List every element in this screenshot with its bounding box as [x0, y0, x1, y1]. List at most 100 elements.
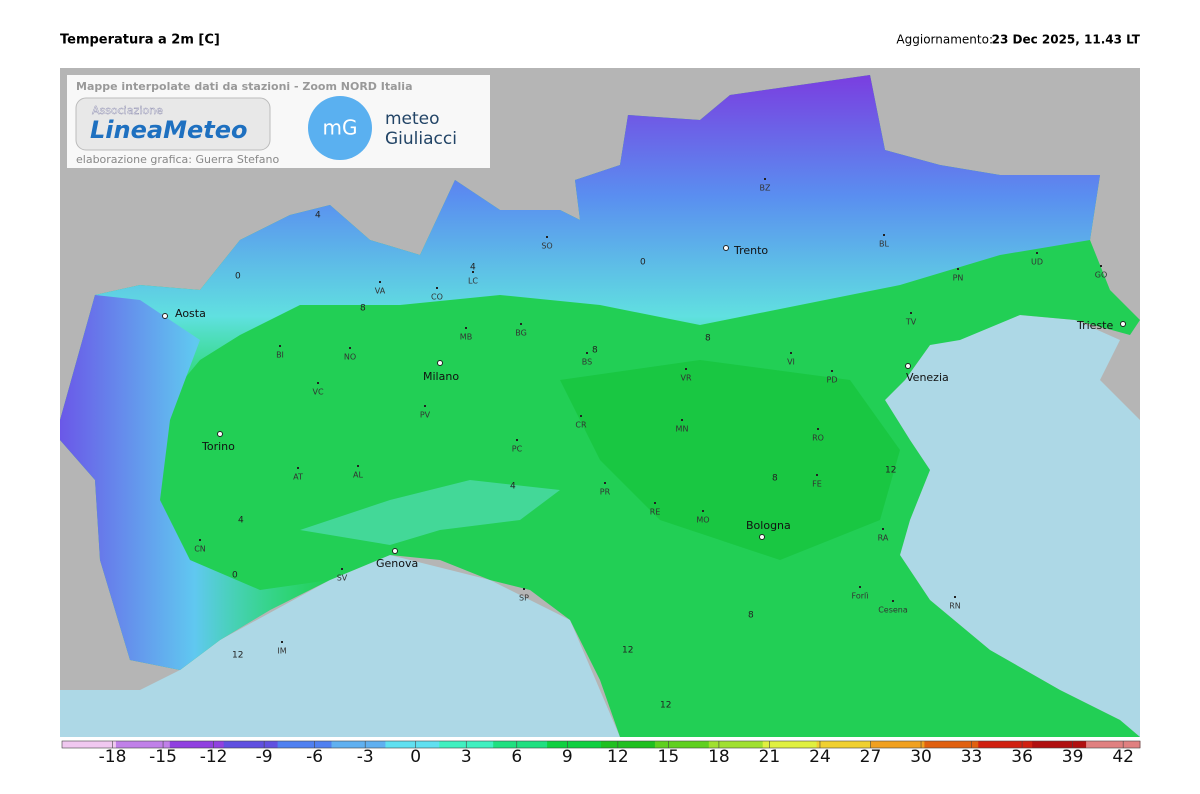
logo2-circle: [308, 96, 372, 160]
province-label: BL: [879, 240, 889, 249]
colorbar-tick-label: 42: [1112, 747, 1134, 767]
province-label: AL: [353, 471, 363, 480]
colorbar-tick-label: -9: [256, 747, 273, 767]
logo2-badge: mG: [323, 116, 358, 140]
province-label: MB: [460, 333, 472, 342]
contour-label: 4: [470, 263, 476, 273]
province-label: GO: [1095, 271, 1108, 280]
colorbar-tick-label: 3: [461, 747, 472, 767]
colorbar-tick-label: 33: [961, 747, 983, 767]
city-label: Trento: [733, 244, 768, 257]
alpine-cold-band: [95, 75, 1100, 420]
province-dot: [465, 327, 467, 329]
contour-label: 12: [622, 646, 633, 656]
province-label: NO: [344, 353, 356, 362]
colorbar-tick-label: -15: [149, 747, 177, 767]
west-cold-band: [60, 295, 330, 670]
province-dot: [297, 467, 299, 469]
city-dot: [759, 534, 765, 540]
city-label: Venezia: [906, 371, 949, 384]
city-label: Milano: [423, 370, 459, 383]
province-dot: [910, 312, 912, 314]
province-dot: [892, 600, 894, 602]
province-label: LC: [468, 277, 478, 286]
colorbar-segment: [277, 741, 332, 748]
colorbar-tick-label: -3: [357, 747, 374, 767]
colorbar-segment: [1032, 741, 1087, 748]
province-label: Cesena: [878, 606, 908, 615]
title: Temperatura a 2m [C]: [60, 33, 220, 48]
city-dot: [392, 548, 398, 554]
credit: elaborazione grafica: Guerra Stefano: [76, 153, 280, 166]
update-label: Aggiornamento:: [896, 33, 993, 47]
province-label: FE: [812, 480, 822, 489]
colorbar-segment: [223, 741, 279, 748]
colorbar-frame: [61, 740, 1141, 749]
contour-label: 8: [360, 304, 366, 314]
province-dot: [681, 419, 683, 421]
contour-label: 4: [238, 516, 244, 526]
contour-label: 8: [592, 346, 598, 356]
province-dot: [341, 568, 343, 570]
province-label: CO: [431, 293, 443, 302]
colorbar-tick-label: -18: [99, 747, 127, 767]
province-dot: [790, 352, 792, 354]
province-dot: [586, 352, 588, 354]
colorbar-segment: [708, 741, 764, 748]
province-label: RE: [650, 508, 661, 517]
city-dot: [1120, 321, 1126, 327]
province-label: RA: [878, 534, 889, 543]
province-dot: [685, 368, 687, 370]
city-label: Aosta: [175, 307, 206, 320]
province-dot: [379, 281, 381, 283]
province-label: SO: [541, 242, 552, 251]
province-label: VA: [375, 287, 386, 296]
province-label: Forlì: [852, 592, 869, 601]
province-label: BG: [515, 329, 527, 338]
colorbar-tick-label: 18: [708, 747, 730, 767]
colorbar-tick-label: 39: [1062, 747, 1084, 767]
province-dot: [1100, 265, 1102, 267]
province-label: CR: [575, 421, 587, 430]
contour-label: 4: [510, 482, 516, 492]
colorbar-segment: [169, 741, 225, 748]
contour-label: 4: [315, 211, 321, 221]
colorbar-segment: [924, 741, 979, 748]
city-dot: [437, 360, 443, 366]
province-label: BZ: [760, 184, 771, 193]
province-label: MN: [676, 425, 689, 434]
colorbar-segment: [331, 741, 386, 748]
colorbar-tick-label: 21: [759, 747, 781, 767]
logo1-main: LineaMeteo: [90, 116, 247, 144]
province-label: VR: [680, 374, 691, 383]
contour-label: 12: [885, 466, 896, 476]
province-dot: [317, 382, 319, 384]
province-dot: [199, 539, 201, 541]
province-dot: [436, 287, 438, 289]
city-dot: [905, 363, 911, 369]
contour-label: 0: [640, 258, 646, 268]
logo1-top: Associazione: [92, 104, 163, 117]
province-label: TV: [905, 318, 917, 327]
city-dot: [723, 245, 729, 251]
province-label: PV: [420, 411, 431, 420]
colorbar-tick-label: -6: [306, 747, 323, 767]
colorbar-segment: [1086, 741, 1141, 748]
map-labels: Aosta Torino Milano Trento Venezia Bologna Gen…: [162, 178, 1126, 711]
province-label: RO: [812, 434, 824, 443]
province-dot: [816, 474, 818, 476]
province-label: VI: [787, 358, 795, 367]
province-dot: [580, 415, 582, 417]
province-dot: [546, 236, 548, 238]
province-label: SP: [519, 594, 529, 603]
province-dot: [764, 178, 766, 180]
province-label: RN: [949, 602, 961, 611]
colorbar-segment: [62, 741, 117, 748]
colorbar-segment: [115, 741, 171, 748]
colorbar-tick-label: 24: [809, 747, 831, 767]
province-dot: [831, 370, 833, 372]
colorbar-tick-label: -12: [200, 747, 228, 767]
province-dot: [523, 588, 525, 590]
city-label: Genova: [376, 557, 418, 570]
